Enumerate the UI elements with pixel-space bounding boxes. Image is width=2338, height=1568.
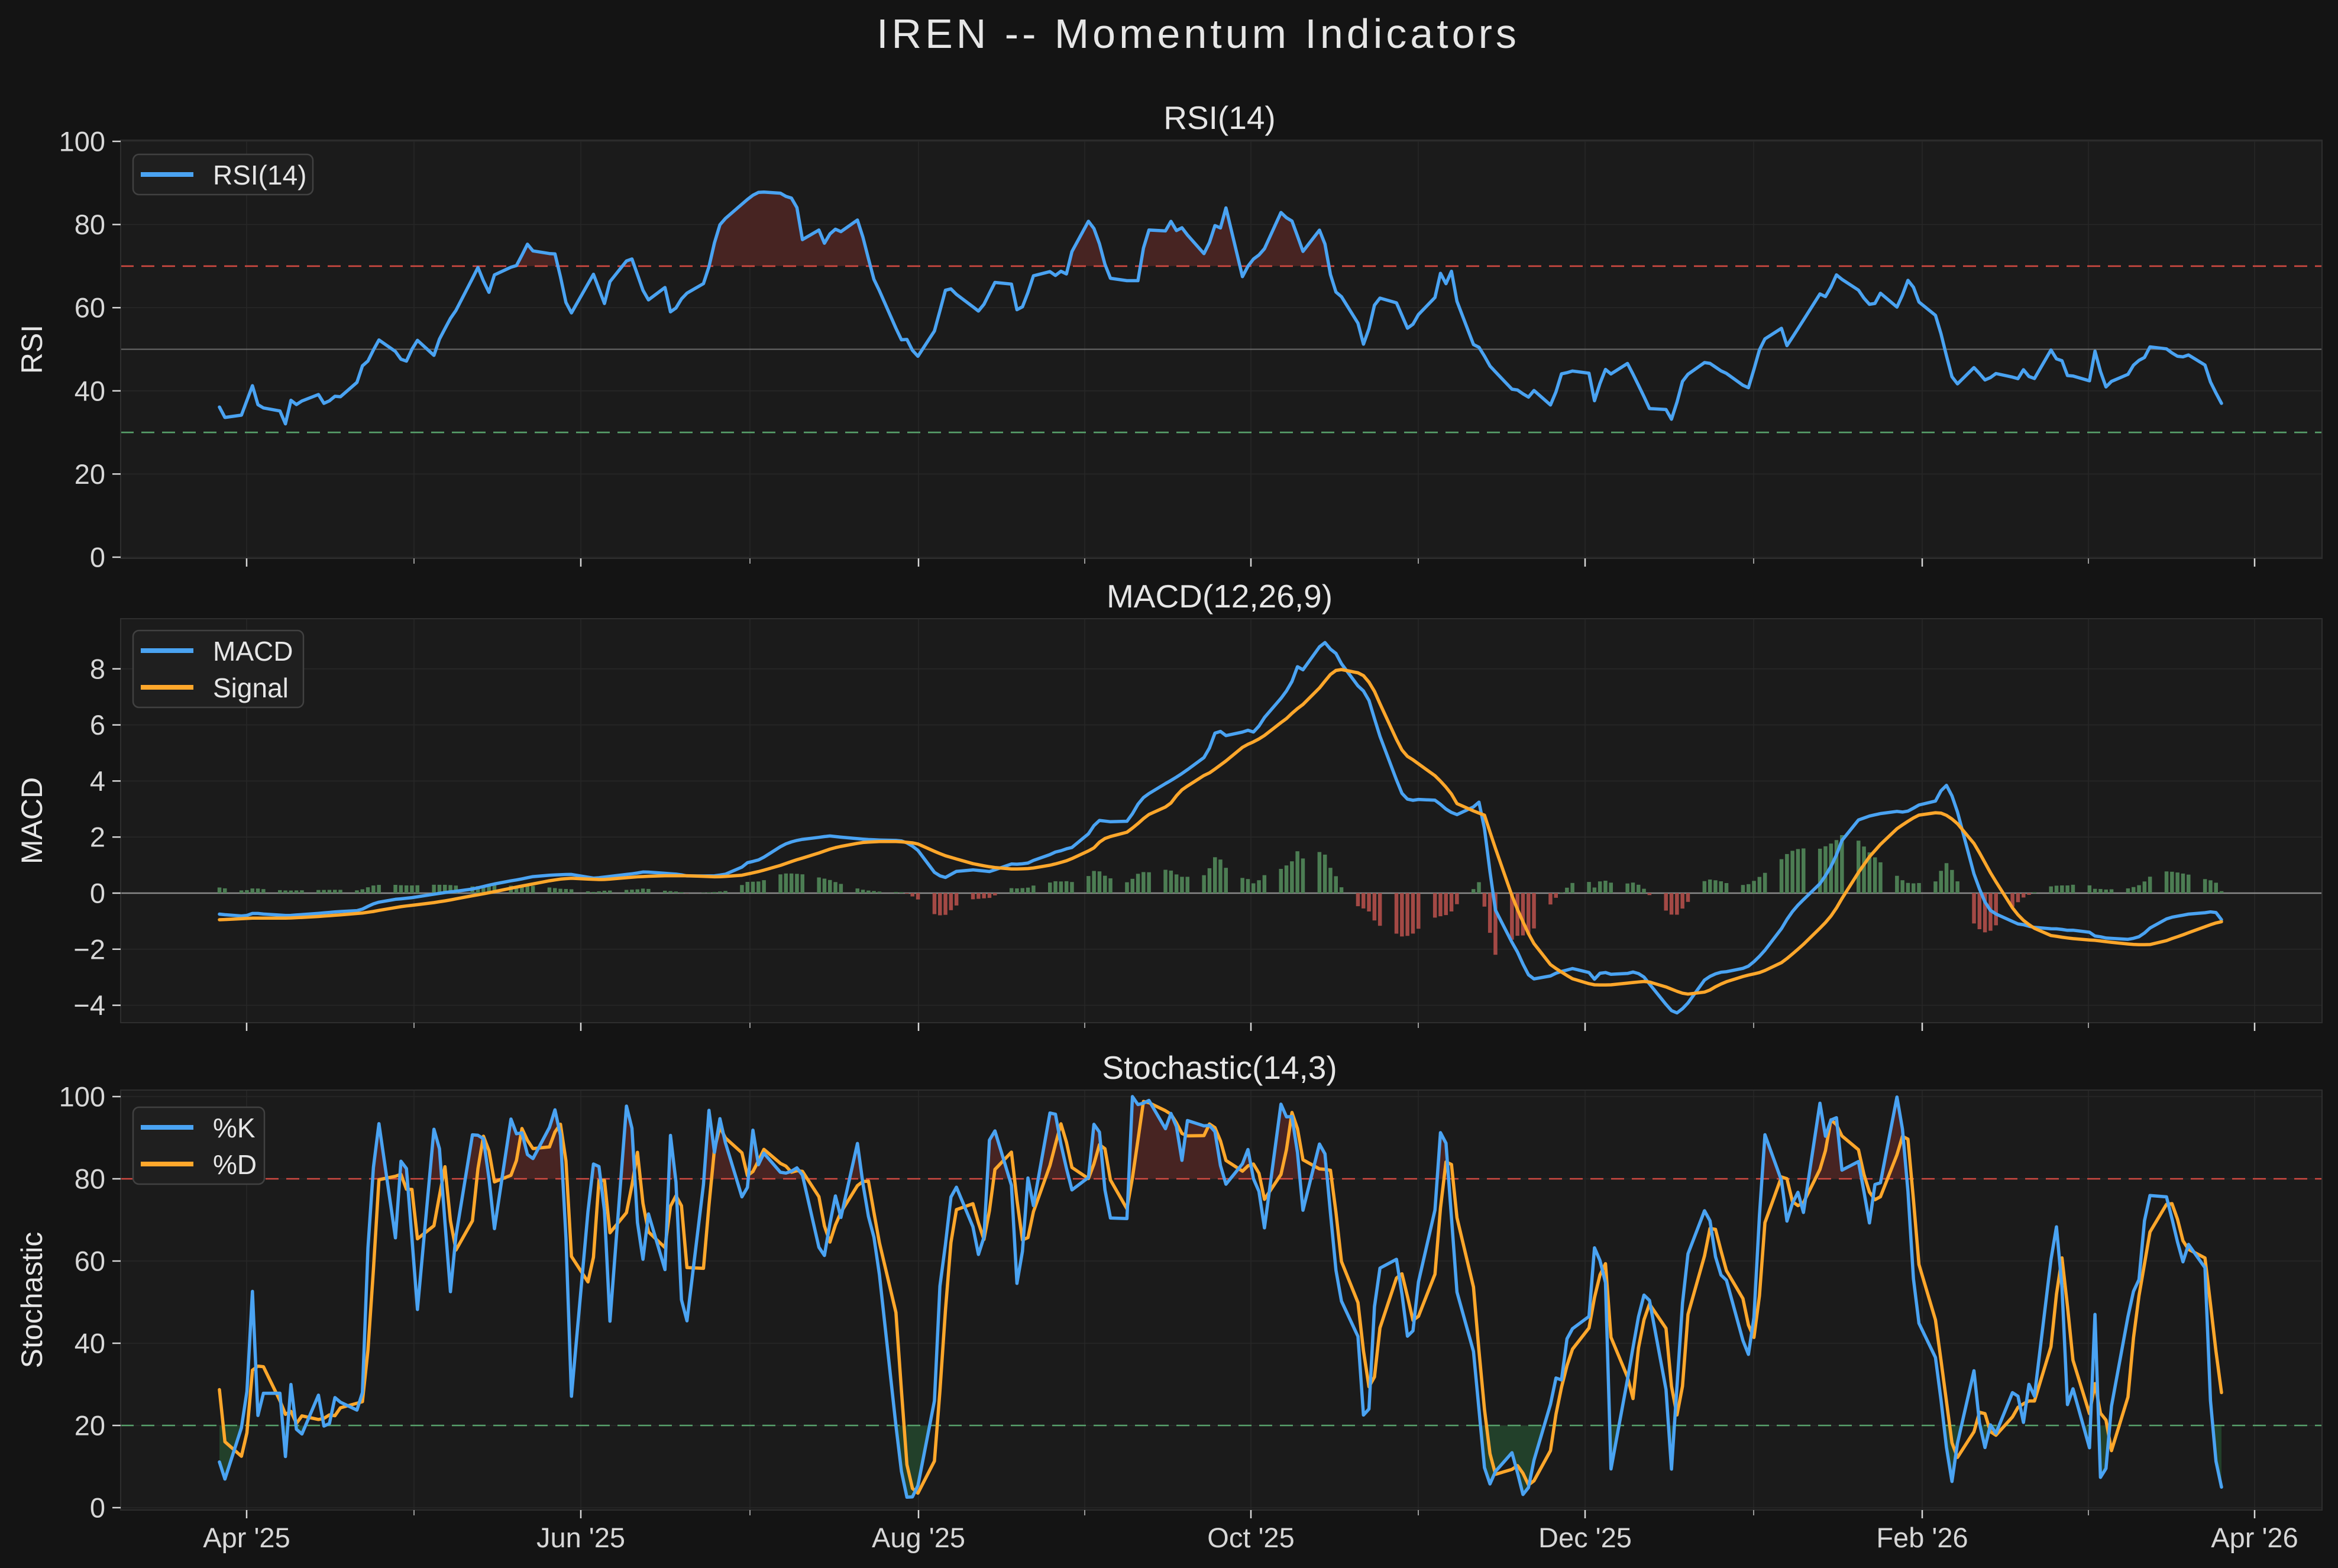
svg-text:IREN -- Momentum Indicators: IREN -- Momentum Indicators xyxy=(877,11,1520,57)
svg-text:Dec '25: Dec '25 xyxy=(1538,1522,1632,1553)
svg-text:RSI(14): RSI(14) xyxy=(1163,99,1276,136)
svg-text:2: 2 xyxy=(90,822,105,853)
svg-text:Stochastic(14,3): Stochastic(14,3) xyxy=(1102,1049,1337,1086)
svg-text:100: 100 xyxy=(59,1081,105,1113)
svg-text:MACD(12,26,9): MACD(12,26,9) xyxy=(1107,578,1333,615)
svg-text:0: 0 xyxy=(90,878,105,909)
svg-text:8: 8 xyxy=(90,653,105,684)
svg-text:0: 0 xyxy=(90,1492,105,1524)
svg-text:40: 40 xyxy=(75,375,105,406)
svg-text:80: 80 xyxy=(75,209,105,240)
svg-text:RSI(14): RSI(14) xyxy=(213,160,306,190)
svg-text:RSI: RSI xyxy=(15,325,48,374)
svg-text:Stochastic: Stochastic xyxy=(15,1232,48,1369)
svg-text:60: 60 xyxy=(75,292,105,324)
svg-text:0: 0 xyxy=(90,542,105,573)
svg-text:20: 20 xyxy=(75,1410,105,1441)
svg-text:Oct '25: Oct '25 xyxy=(1207,1522,1294,1553)
svg-text:Aug '25: Aug '25 xyxy=(872,1522,965,1553)
svg-text:60: 60 xyxy=(75,1246,105,1277)
svg-text:4: 4 xyxy=(90,765,105,797)
svg-text:%K: %K xyxy=(213,1113,256,1143)
svg-text:100: 100 xyxy=(59,126,105,157)
svg-text:Apr '26: Apr '26 xyxy=(2211,1522,2298,1553)
svg-text:%D: %D xyxy=(213,1149,257,1180)
svg-text:Jun '25: Jun '25 xyxy=(536,1522,625,1553)
svg-text:6: 6 xyxy=(90,709,105,741)
svg-text:40: 40 xyxy=(75,1328,105,1359)
svg-text:−4: −4 xyxy=(73,990,105,1021)
svg-text:−2: −2 xyxy=(73,933,105,965)
svg-text:MACD: MACD xyxy=(15,777,48,864)
svg-text:MACD: MACD xyxy=(213,636,293,667)
svg-text:Apr '25: Apr '25 xyxy=(203,1522,290,1553)
svg-text:Feb '26: Feb '26 xyxy=(1876,1522,1968,1553)
svg-text:Signal: Signal xyxy=(213,673,289,703)
svg-text:20: 20 xyxy=(75,458,105,490)
svg-text:80: 80 xyxy=(75,1163,105,1195)
